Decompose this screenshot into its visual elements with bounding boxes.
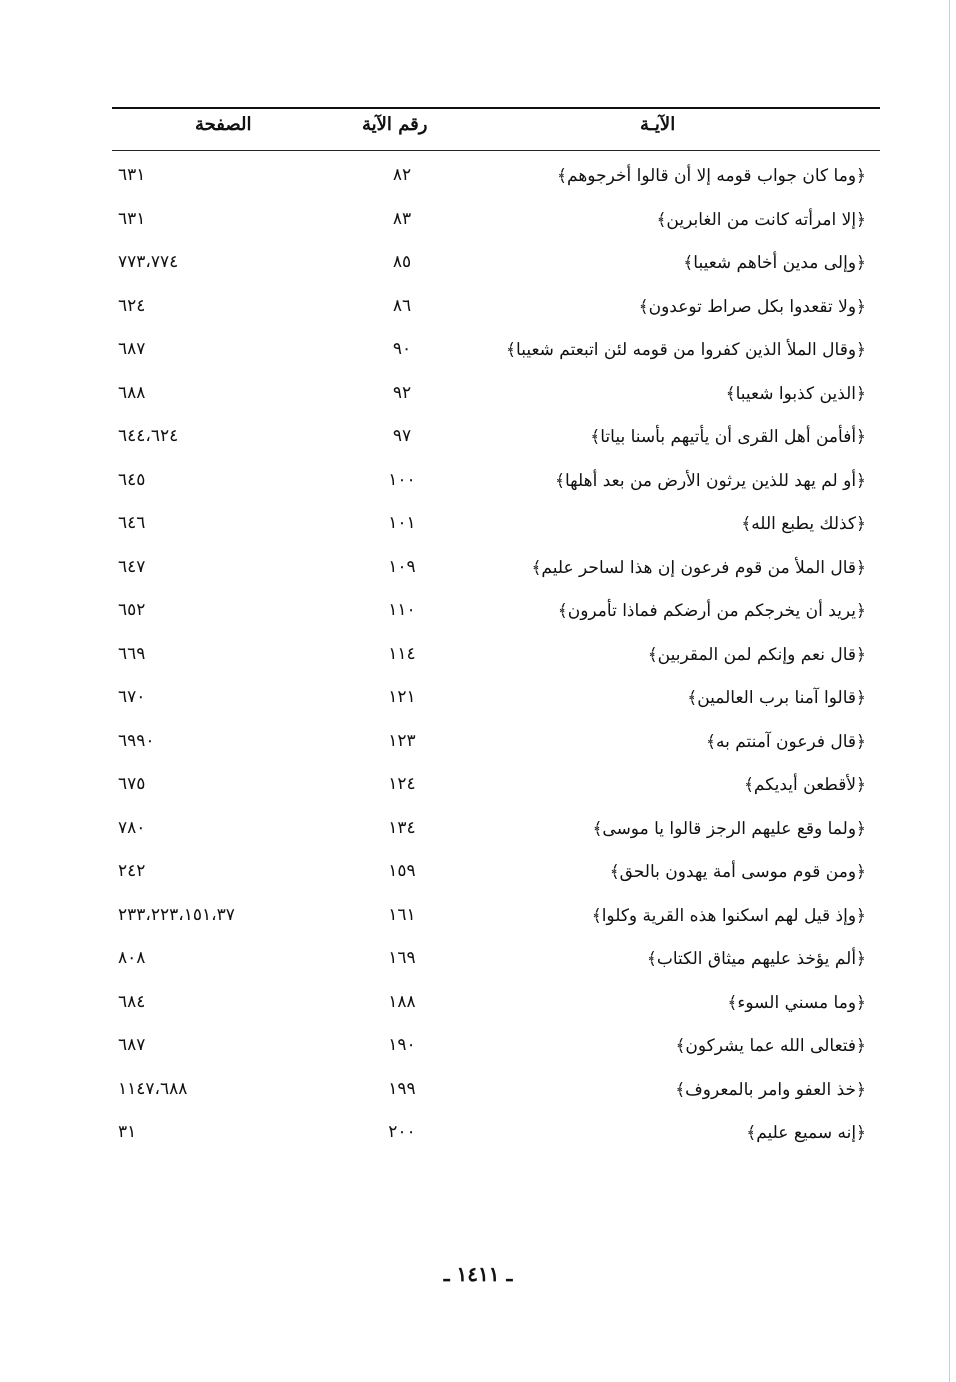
table-top-rule — [112, 107, 880, 109]
page-cell: ٦٣١ — [118, 208, 146, 229]
table-row: ٢٤٢ ١٥٩ ﴿ومن قوم موسى أمة يهدون بالحق﴾ — [112, 861, 880, 891]
verse-number-cell: ٢٠٠ — [388, 1122, 416, 1142]
table-row: ٨٠٨ ١٦٩ ﴿ألم يؤخذ عليهم ميثاق الكتاب﴾ — [112, 948, 880, 978]
verse-cell: ﴿أفأمن أهل القرى أن يأتيهم بأسنا بياتا﴾ — [590, 427, 866, 447]
verse-cell: ﴿وقال الملأ الذين كفروا من قومه لئن اتبع… — [506, 340, 866, 360]
verse-number-cell: ١٦١ — [388, 904, 416, 925]
table-row: ٦٨٨ ٩٢ ﴿الذين كذبوا شعيبا﴾ — [112, 383, 880, 413]
verse-cell: ﴿أو لم يهد للذين يرثون الأرض من بعد أهله… — [555, 470, 866, 491]
verse-cell: ﴿إلا امرأته كانت من الغابرين﴾ — [656, 209, 866, 230]
page-cell: ٢٤٢ — [118, 861, 146, 881]
page-cell: ٦٣١ — [118, 165, 146, 185]
verse-number-cell: ١١٤ — [388, 643, 416, 664]
verse-number-cell: ١٣٤ — [388, 817, 416, 838]
verse-number-cell: ١٠٩ — [388, 556, 416, 577]
verse-cell: ﴿وما كان جواب قومه إلا أن قالوا أخرجوهم﴾ — [557, 166, 866, 186]
page-number: ـ ١٤١١ ـ — [443, 1262, 513, 1286]
page-cell: ٨٠٨ — [118, 948, 146, 968]
verse-cell: ﴿خذ العفو وامر بالمعروف﴾ — [675, 1079, 866, 1100]
table-row: ٦٣١ ٨٢ ﴿وما كان جواب قومه إلا أن قالوا أخر… — [112, 165, 880, 195]
verse-cell: ﴿قال الملأ من قوم فرعون إن هذا لساحر علي… — [531, 557, 866, 578]
verse-cell: ﴿قال نعم وإنكم لمن المقربين﴾ — [647, 644, 866, 665]
verse-number-cell: ٨٣ — [392, 208, 412, 229]
verse-number-cell: ١٥٩ — [388, 861, 416, 881]
table-row: ٦٧٥ ١٢٤ ﴿لأقطعن أيديكم﴾ — [112, 774, 880, 804]
verse-cell: ﴿الذين كذبوا شعيبا﴾ — [725, 383, 866, 404]
verse-cell: ﴿ولا تقعدوا بكل صراط توعدون﴾ — [638, 296, 866, 317]
verse-cell: ﴿قالوا آمنا برب العالمين﴾ — [687, 688, 866, 708]
table-row: ٦٢٤ ٨٦ ﴿ولا تقعدوا بكل صراط توعدون﴾ — [112, 296, 880, 326]
table-row: ٦٤٥ ١٠٠ ﴿أو لم يهد للذين يرثون الأرض من بع… — [112, 470, 880, 500]
page-cell: ٦٦٩ — [118, 643, 146, 664]
table-row: ٦٣١ ٨٣ ﴿إلا امرأته كانت من الغابرين﴾ — [112, 209, 880, 239]
verse-number-cell: ٨٦ — [392, 295, 412, 316]
verse-cell: ﴿وإلى مدين أخاهم شعيبا﴾ — [683, 253, 866, 273]
verse-cell: ﴿قال فرعون آمنتم به﴾ — [706, 731, 866, 752]
verse-number-cell: ١٢٣ — [388, 730, 416, 751]
verse-cell: ﴿كذلك يطبع الله﴾ — [741, 514, 866, 534]
page-cell: ٧٨٠ — [118, 817, 146, 838]
page-cell: ٦٤٤،٦٢٤ — [118, 426, 179, 446]
table-row: ١١٤٧،٦٨٨ ١٩٩ ﴿خذ العفو وامر بالمعروف﴾ — [112, 1079, 880, 1109]
page-cell: ٦٤٦ — [118, 513, 146, 533]
verse-number-cell: ١٨٨ — [388, 991, 416, 1012]
page-cell: ٦٤٥ — [118, 469, 146, 490]
page-cell: ٧٧٣،٧٧٤ — [118, 252, 179, 272]
verse-cell: ﴿ألم يؤخذ عليهم ميثاق الكتاب﴾ — [646, 949, 866, 969]
verse-number-cell: ١٩٩ — [388, 1078, 416, 1099]
table-row: ٦٦٩ ١١٤ ﴿قال نعم وإنكم لمن المقربين﴾ — [112, 644, 880, 674]
table-row: ٢٣٣،٢٢٣،١٥١،٣٧ ١٦١ ﴿وإذ قيل لهم اسكنوا هذه… — [112, 905, 880, 935]
table-row: ٦٤٦ ١٠١ ﴿كذلك يطبع الله﴾ — [112, 513, 880, 543]
page-cell: ٦٥٢ — [118, 600, 146, 620]
page-cell: ٦٤٧ — [118, 556, 146, 577]
page-cell: ١١٤٧،٦٨٨ — [118, 1078, 188, 1099]
page-cell: ٦٨٤ — [118, 991, 146, 1012]
verse-cell: ﴿وإذ قيل لهم اسكنوا هذه القرية وكلوا﴾ — [591, 905, 866, 926]
table-row: ٣١ ٢٠٠ ﴿إنه سميع عليم﴾ — [112, 1122, 880, 1152]
verse-cell: ﴿إنه سميع عليم﴾ — [746, 1123, 866, 1143]
verse-number-cell: ٨٥ — [392, 252, 412, 272]
page-cell: ٦٨٧ — [118, 1035, 146, 1055]
page-cell: ٣١ — [118, 1122, 137, 1142]
verse-number-cell: ١٩٠ — [388, 1035, 416, 1055]
header-rule — [112, 150, 880, 151]
verse-cell: ﴿فتعالى الله عما يشركون﴾ — [675, 1036, 866, 1056]
verse-number-cell: ٩٧ — [392, 426, 412, 446]
verse-cell: ﴿ولما وقع عليهم الرجز قالوا يا موسى﴾ — [592, 818, 866, 839]
verse-number-cell: ٨٢ — [392, 165, 412, 185]
page-cell: ٦٧٠ — [118, 687, 146, 707]
table-row: ٦٩٩٠ ١٢٣ ﴿قال فرعون آمنتم به﴾ — [112, 731, 880, 761]
table-row: ٦٤٤،٦٢٤ ٩٧ ﴿أفأمن أهل القرى أن يأتيهم بأسن… — [112, 426, 880, 456]
header-verse: الآيـة — [640, 114, 676, 135]
page-cell: ٦٨٧ — [118, 339, 146, 359]
page-cell: ٢٣٣،٢٢٣،١٥١،٣٧ — [118, 904, 235, 925]
table-row: ٦٤٧ ١٠٩ ﴿قال الملأ من قوم فرعون إن هذا لسا… — [112, 557, 880, 587]
header-page: الصفحة — [195, 114, 252, 135]
table-row: ٦٧٠ ١٢١ ﴿قالوا آمنا برب العالمين﴾ — [112, 687, 880, 717]
page-cell: ٦٨٨ — [118, 382, 146, 403]
verse-cell: ﴿ومن قوم موسى أمة يهدون بالحق﴾ — [609, 862, 866, 882]
header-verse-number: رقم الآية — [362, 114, 428, 135]
page-cell: ٦٧٥ — [118, 774, 146, 794]
table-row: ٧٨٠ ١٣٤ ﴿ولما وقع عليهم الرجز قالوا يا موس… — [112, 818, 880, 848]
verse-cell: ﴿يريد أن يخرجكم من أرضكم فماذا تأمرون﴾ — [557, 601, 866, 621]
table-row: ٦٥٢ ١١٠ ﴿يريد أن يخرجكم من أرضكم فماذا تأم… — [112, 600, 880, 630]
verse-number-cell: ٩٠ — [392, 339, 412, 359]
verse-number-cell: ١٦٩ — [388, 948, 416, 968]
verse-number-cell: ١٠٠ — [388, 469, 416, 490]
verse-number-cell: ١٢١ — [388, 687, 416, 707]
table-row: ٦٨٤ ١٨٨ ﴿وما مسني السوء﴾ — [112, 992, 880, 1022]
page-cell: ٦٢٤ — [118, 295, 146, 316]
verse-cell: ﴿لأقطعن أيديكم﴾ — [743, 775, 866, 795]
verse-number-cell: ١٠١ — [388, 513, 416, 533]
page-cell: ٦٩٩٠ — [118, 730, 155, 751]
verse-cell: ﴿وما مسني السوء﴾ — [727, 992, 866, 1013]
scan-edge — [949, 0, 950, 1382]
verse-number-cell: ١٢٤ — [388, 774, 416, 794]
verse-number-cell: ٩٢ — [392, 382, 412, 403]
verse-number-cell: ١١٠ — [388, 600, 416, 620]
table-row: ٦٨٧ ١٩٠ ﴿فتعالى الله عما يشركون﴾ — [112, 1035, 880, 1065]
table-row: ٦٨٧ ٩٠ ﴿وقال الملأ الذين كفروا من قومه لئن… — [112, 339, 880, 369]
table-row: ٧٧٣،٧٧٤ ٨٥ ﴿وإلى مدين أخاهم شعيبا﴾ — [112, 252, 880, 282]
